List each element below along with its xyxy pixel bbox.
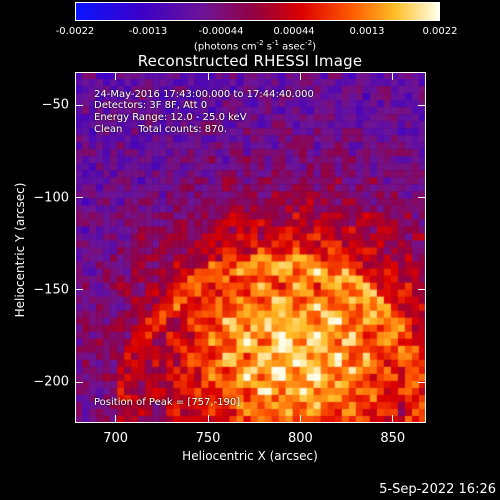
plot-title: Reconstructed RHESSI Image bbox=[137, 52, 363, 70]
colorbar-tick-label: 0.0013 bbox=[349, 26, 385, 37]
timestamp: 5-Sep-2022 16:26 bbox=[379, 482, 496, 497]
x-tick-mark bbox=[392, 72, 394, 80]
colorbar-tick-label: -0.00044 bbox=[198, 26, 244, 37]
y-tick-mark bbox=[75, 381, 83, 383]
y-tick-mark bbox=[75, 104, 83, 106]
y-tick-mark bbox=[418, 104, 426, 106]
colorbar-tick-label: 0.00044 bbox=[273, 26, 315, 37]
annotation-energy-range: Energy Range: 12.0 - 25.0 keV bbox=[94, 112, 247, 123]
y-tick-label: −200 bbox=[33, 374, 69, 390]
x-tick-mark bbox=[299, 72, 301, 80]
x-axis-label: Heliocentric X (arcsec) bbox=[182, 449, 318, 463]
y-tick-mark bbox=[75, 289, 83, 291]
y-tick-mark bbox=[75, 197, 83, 199]
colorbar-tick-label: -0.0022 bbox=[55, 26, 95, 37]
x-tick-mark bbox=[207, 415, 209, 423]
x-tick-mark bbox=[115, 415, 117, 423]
rhessi-image bbox=[75, 72, 426, 423]
y-tick-mark bbox=[418, 197, 426, 199]
colorbar-tick-label: 0.0022 bbox=[422, 26, 458, 37]
y-tick-label: −150 bbox=[33, 282, 69, 298]
colorbar-tick-label: -0.0013 bbox=[128, 26, 168, 37]
x-tick-label: 850 bbox=[380, 431, 406, 446]
colorbar bbox=[75, 2, 440, 21]
annotation-time-range: 24-May-2016 17:43:00.000 to 17:44:40.000 bbox=[94, 89, 314, 100]
y-tick-label: −50 bbox=[41, 97, 69, 113]
x-tick-mark bbox=[299, 415, 301, 423]
x-tick-mark bbox=[115, 72, 117, 80]
x-tick-label: 800 bbox=[287, 431, 313, 446]
y-tick-mark bbox=[418, 289, 426, 291]
y-tick-label: −100 bbox=[33, 190, 69, 206]
x-tick-mark bbox=[207, 72, 209, 80]
x-tick-label: 750 bbox=[195, 431, 221, 446]
x-tick-mark bbox=[392, 415, 394, 423]
annotation-clean-counts: Clean Total counts: 870. bbox=[94, 124, 228, 135]
y-axis-label: Heliocentric Y (arcsec) bbox=[13, 182, 27, 318]
x-tick-label: 700 bbox=[103, 431, 129, 446]
colorbar-units: (photons cm-2 s-1 asec-2) bbox=[193, 39, 317, 53]
annotation-detectors: Detectors: 3F 8F, Att 0 bbox=[94, 100, 208, 111]
y-tick-mark bbox=[418, 381, 426, 383]
peak-position-label: Position of Peak = [757,-190] bbox=[94, 397, 241, 408]
